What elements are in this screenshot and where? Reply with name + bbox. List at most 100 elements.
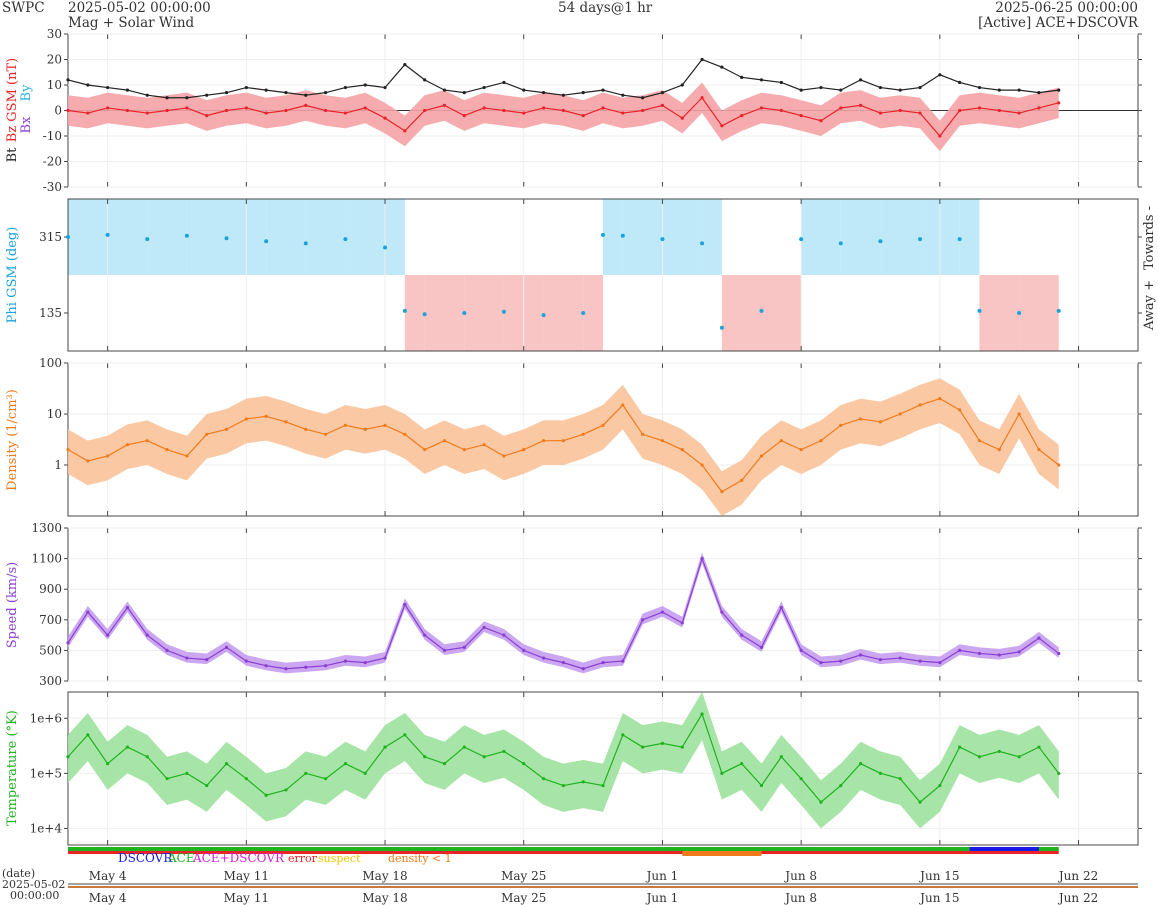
temperature-series-point-0 — [66, 755, 70, 759]
phi-point-7 — [343, 237, 348, 242]
phi-sector-10 — [424, 275, 465, 351]
density-series-point-28 — [621, 403, 625, 407]
density-series-point-24 — [541, 439, 546, 443]
speed-series-point-50 — [1057, 651, 1061, 656]
speed-ytick-label-1100: 1100 — [31, 552, 62, 566]
speed-series-point-36 — [779, 605, 783, 610]
density-series-point-4 — [145, 439, 149, 443]
bt-series-point-31 — [680, 83, 684, 87]
temperature-series-point-20 — [462, 745, 466, 749]
temperature-series-point-19 — [442, 762, 447, 766]
bz-series-point-1 — [86, 111, 90, 115]
bz-series-point-42 — [898, 108, 902, 113]
bz-series-point-40 — [858, 103, 863, 107]
speed-series-point-9 — [244, 659, 248, 663]
speed-series-point-39 — [839, 659, 843, 663]
phi-point-11 — [462, 311, 467, 315]
phi-point-6 — [303, 241, 308, 246]
bz-series-point-45 — [958, 108, 962, 113]
phi-sector-6 — [305, 199, 346, 275]
phi-point-18 — [700, 241, 705, 246]
phi-ylabel: Phi GSM (deg) — [5, 227, 20, 324]
status-legend-5: density < 1 — [388, 852, 452, 865]
xtick-label-bottom-7: Jun 22 — [1057, 891, 1098, 905]
bt-series-point-23 — [522, 88, 526, 92]
mag-ylabel-bx: Bx — [19, 116, 34, 134]
bt-series-point-15 — [363, 83, 367, 87]
temperature-series-point-15 — [363, 771, 367, 775]
phi-point-2 — [145, 237, 150, 242]
status-legend-0: DSCOVR — [118, 851, 173, 865]
temperature-range-band — [68, 692, 1059, 829]
phi-point-4 — [224, 236, 229, 241]
phi-sector-21 — [801, 199, 841, 275]
bz-series-point-16 — [383, 116, 387, 120]
density-series-point-34 — [740, 478, 744, 482]
phi-point-22 — [838, 241, 843, 246]
phi-sector-7 — [345, 199, 386, 275]
bt-series-point-45 — [958, 80, 962, 85]
density-series-point-8 — [224, 427, 229, 431]
bt-series-point-4 — [145, 93, 149, 97]
xtick-label-5: Jun 8 — [783, 869, 817, 883]
bz-range-band — [68, 82, 1059, 152]
speed-series-point-10 — [264, 664, 268, 668]
temperature-series-point-1 — [86, 733, 90, 737]
phi-point-16 — [620, 233, 625, 238]
phi-point-15 — [601, 232, 605, 237]
bz-series-point-24 — [541, 106, 546, 110]
bz-series-point-37 — [799, 114, 803, 118]
speed-series-point-18 — [423, 633, 427, 637]
speed-series-point-48 — [1017, 650, 1021, 654]
temperature-series-point-31 — [680, 745, 684, 749]
xtick-label-1: May 11 — [224, 869, 269, 883]
density-series-point-29 — [641, 432, 645, 436]
density-series-point-35 — [759, 454, 764, 458]
bz-series-point-28 — [621, 111, 625, 115]
bz-series-point-30 — [660, 103, 665, 107]
source-status-ace-bar — [68, 847, 1059, 851]
temperature-series-point-34 — [740, 762, 744, 766]
density-ytick-label-0: 100 — [39, 356, 62, 370]
phi-sector-5 — [266, 199, 306, 275]
bz-series-point-3 — [125, 108, 130, 113]
speed-series-point-49 — [1037, 636, 1041, 640]
phi-panel — [67, 198, 1139, 352]
phi-sector-25 — [959, 199, 980, 275]
bz-series-point-44 — [938, 134, 942, 138]
bt-series-point-17 — [403, 63, 407, 67]
phi-point-26 — [977, 308, 982, 313]
bz-series-point-25 — [561, 108, 565, 113]
span-label: 54 days@1 hr — [558, 0, 653, 16]
mag-ytick-label--10: -10 — [43, 129, 62, 143]
bt-series-point-1 — [86, 83, 90, 87]
phi-point-21 — [799, 237, 804, 242]
bz-series-point-15 — [363, 106, 367, 110]
speed-series-point-12 — [304, 665, 308, 669]
phi-sector-22 — [840, 199, 881, 275]
bt-series-point-48 — [1017, 88, 1021, 92]
temperature-series-point-24 — [541, 777, 546, 781]
xtick-label-7: Jun 22 — [1057, 869, 1098, 883]
bt-series-point-39 — [839, 88, 843, 92]
phi-sector-27 — [1019, 275, 1059, 351]
density-series-point-46 — [977, 439, 982, 443]
phi-point-19 — [719, 325, 724, 330]
bz-series-point-17 — [403, 129, 407, 133]
phi-point-13 — [541, 313, 546, 318]
temperature-series-point-11 — [284, 788, 288, 792]
bt-series-point-47 — [997, 88, 1001, 92]
date-axis-start-time: 00:00:00 — [10, 889, 59, 902]
speed-series-point-34 — [740, 633, 744, 637]
bt-series-point-50 — [1057, 88, 1061, 92]
bt-series-point-10 — [264, 88, 268, 92]
phi-sector-20 — [761, 275, 802, 351]
temperature-series-point-2 — [106, 762, 110, 766]
bz-series-point-22 — [502, 108, 506, 113]
bz-series-point-36 — [779, 108, 783, 113]
bz-series-point-27 — [601, 106, 605, 110]
phi-sector-15 — [603, 199, 623, 275]
density-series-point-5 — [165, 448, 169, 452]
density-series-point-30 — [660, 439, 665, 443]
density-series-point-23 — [522, 448, 526, 452]
